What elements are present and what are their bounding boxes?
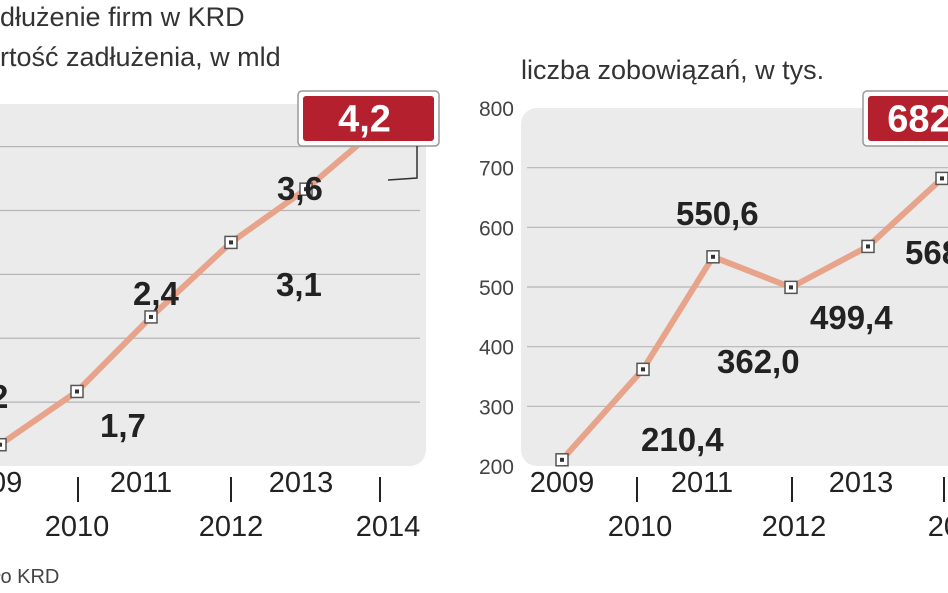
right-data-label-2010: 362,0 [717,343,800,380]
right-data-label-2013: 568 [905,234,948,271]
right-y-tick-label: 700 [479,158,514,181]
left-point-dot-2010 [75,389,79,394]
left-x-label: 2014 [356,511,421,543]
right-y-tick-label: 800 [479,98,514,121]
left-data-label-2013: 3,6 [277,170,323,207]
left-badge-connector [387,146,418,181]
left-point-2009 [0,437,7,452]
left-point-dot-2012 [229,240,233,245]
left-data-label-2011: 2,4 [133,275,180,312]
right-x-label: 2014 [928,511,948,543]
right-x-label: 2013 [829,467,894,499]
source-note: ło KRD [0,566,60,588]
left-chart-subtitle: rtość zadłużenia, w mld [0,42,281,72]
right-point-dot-2013 [866,244,870,249]
left-point-dot-2011 [149,314,153,319]
right-point-dot-2010 [641,367,645,372]
right-point-dot-2011 [711,254,715,259]
left-chart: 2 1,7 2,4 3,1 3,6 2009 2011 2013 2010 2012 2014 4,2 [0,90,440,543]
left-data-label-2010: 1,7 [100,407,146,444]
left-highlight-value: 4,2 [338,99,391,141]
right-series-line [559,175,945,463]
left-x-label: 2010 [45,511,110,543]
right-x-label: 2011 [671,467,733,499]
right-x-label: 2012 [762,511,827,543]
left-x-label: 2011 [110,467,172,499]
right-point-dot-2009 [560,457,564,462]
right-x-label: 2010 [608,511,673,543]
right-chart: 200 300 400 500 600 700 800 210,4 362,0 550,6 499,… [479,90,948,543]
right-x-label: 2009 [530,467,595,499]
right-point-dot-2012 [789,285,793,290]
right-badge-fill [868,96,948,141]
left-data-label-2012: 3,1 [276,266,322,303]
left-plot-background [0,104,426,466]
right-chart-subtitle: liczba zobowiązań, w tys. [521,55,825,85]
right-data-label-2009: 210,4 [641,421,724,458]
left-data-label-2009: 2 [0,378,8,415]
right-y-tick-label: 500 [479,277,514,300]
left-point-dot-2009 [0,442,2,447]
right-y-tick-label: 400 [479,337,514,360]
right-data-label-2011: 550,6 [676,195,759,232]
left-point-dot-2013 [304,187,308,192]
left-chart-title: dłużenie firm w KRD [0,2,245,32]
right-point-dot-2014 [940,176,944,181]
right-highlight-value: 682 [887,99,948,141]
left-x-label: 2013 [269,467,334,499]
left-series-line [0,122,384,448]
right-data-label-2012: 499,4 [810,299,893,336]
left-badge-fill [303,96,434,141]
right-y-tick-label: 200 [479,456,514,479]
right-y-tick-label: 600 [479,217,514,240]
left-x-label: 2009 [0,467,22,499]
right-y-tick-label: 300 [479,396,514,419]
left-x-label: 2012 [199,511,264,543]
